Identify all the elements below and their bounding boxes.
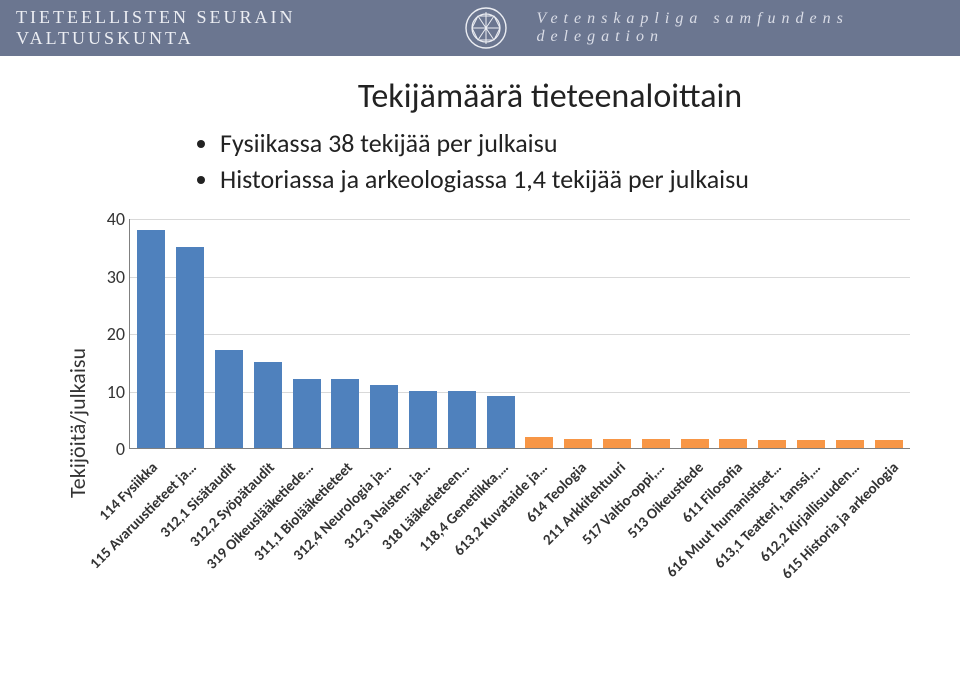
y-axis-label: Tekijöitä/julkaisu <box>60 213 91 633</box>
x-labels: 114 Fysiikka115 Avaruustieteet ja…312,1 … <box>129 453 910 633</box>
bullet-item: Historiassa ja arkeologiassa 1,4 tekijää… <box>220 163 920 195</box>
x-label-slot: 211 Arkkitehtuuri <box>598 453 637 633</box>
bar <box>525 437 553 449</box>
chart-title: Tekijämäärä tieteenaloittain <box>180 76 920 117</box>
bar-slot <box>481 219 520 448</box>
bar-slot <box>248 219 287 448</box>
content-area: Tekijämäärä tieteenaloittain Fysiikassa … <box>0 56 960 643</box>
bar <box>797 440 825 448</box>
bar-slot <box>598 219 637 448</box>
bar <box>642 439 670 448</box>
bullet-list: Fysiikassa 38 tekijää per julkaisu Histo… <box>220 127 920 195</box>
bar-slot <box>830 219 869 448</box>
bar <box>681 439 709 448</box>
bar-slot <box>404 219 443 448</box>
bar <box>603 439 631 448</box>
bars-container <box>130 219 910 448</box>
bar <box>331 379 359 448</box>
bar-slot <box>869 219 908 448</box>
x-label-slot: 615 Historia ja arkeologia <box>871 453 910 633</box>
y-tick-label: 30 <box>97 266 125 288</box>
x-label-slot: 114 Fysiikka <box>129 453 168 633</box>
bar <box>409 391 437 449</box>
bar-slot <box>326 219 365 448</box>
bar <box>176 247 204 448</box>
bar <box>254 362 282 448</box>
bar-slot <box>442 219 481 448</box>
bar-slot <box>636 219 675 448</box>
bar <box>836 440 864 448</box>
bar-slot <box>520 219 559 448</box>
bar-slot <box>792 219 831 448</box>
x-label-slot: 118,4 Genetiikka,… <box>480 453 519 633</box>
bar <box>487 396 515 448</box>
logo-icon <box>464 6 508 50</box>
bar <box>758 440 786 448</box>
bar-slot <box>714 219 753 448</box>
bar <box>137 230 165 449</box>
bar <box>564 439 592 448</box>
chart-area: Tekijöitä/julkaisu 010203040 114 Fysiikk… <box>60 213 920 633</box>
bar <box>448 391 476 449</box>
header-logo <box>464 6 508 50</box>
plot-inner <box>129 219 910 449</box>
bar <box>370 385 398 448</box>
bar-slot <box>365 219 404 448</box>
bar <box>719 439 747 448</box>
x-label-slot: 517 Valtio-oppi,… <box>637 453 676 633</box>
bar-slot <box>210 219 249 448</box>
x-label-slot: 612,2 Kirjallisuuden… <box>832 453 871 633</box>
bullet-item: Fysiikassa 38 tekijää per julkaisu <box>220 127 920 159</box>
bar <box>215 350 243 448</box>
header-org-left: TIETEELLISTEN SEURAIN VALTUUSKUNTA <box>16 7 436 49</box>
header-bar: TIETEELLISTEN SEURAIN VALTUUSKUNTA Veten… <box>0 0 960 56</box>
bar-slot <box>171 219 210 448</box>
y-tick-label: 40 <box>97 208 125 230</box>
y-tick-label: 20 <box>97 323 125 345</box>
bar-slot <box>675 219 714 448</box>
y-tick-label: 0 <box>97 438 125 460</box>
y-tick-label: 10 <box>97 381 125 403</box>
bar-slot <box>559 219 598 448</box>
plot: 010203040 114 Fysiikka115 Avaruustieteet… <box>91 213 920 633</box>
header-org-right: Vetenskapliga samfundens delegation <box>536 10 944 46</box>
bar <box>875 440 903 448</box>
bar <box>293 379 321 448</box>
bar-slot <box>287 219 326 448</box>
bar-slot <box>132 219 171 448</box>
bar-slot <box>753 219 792 448</box>
